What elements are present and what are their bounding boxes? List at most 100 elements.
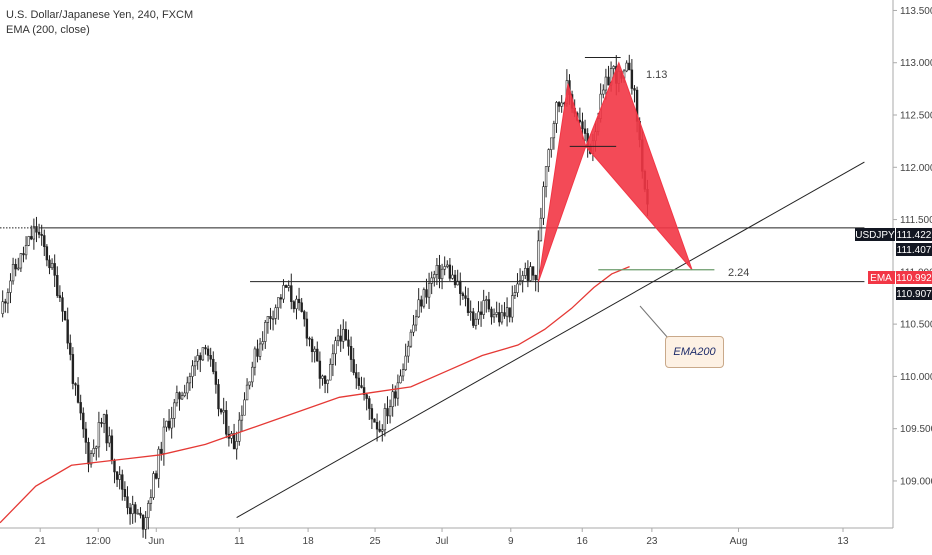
candle-body-34 — [89, 453, 93, 465]
candle-body-25 — [66, 319, 69, 344]
candle-body-15 — [40, 234, 43, 236]
candle-body-84 — [219, 408, 223, 413]
callout-pointer — [639, 305, 669, 339]
pattern-xab — [537, 83, 587, 282]
candle-body-117 — [305, 318, 309, 339]
price-tags: USDJPY 111.422 111.407 EMA 110.992 110.9… — [855, 228, 932, 300]
symbol-tag: USDJPY — [855, 228, 895, 241]
candle-body-140 — [365, 394, 368, 399]
ema-label-tag: EMA — [868, 271, 895, 284]
candle-body-126 — [329, 364, 332, 381]
candle-body-188 — [490, 308, 493, 318]
time-tick-label-0: 21 — [35, 536, 47, 547]
ema-label-tag-bg — [868, 271, 895, 284]
candle-body-115 — [300, 302, 303, 312]
candle-body-179 — [466, 298, 470, 313]
candle-body-94 — [245, 384, 249, 401]
ema200-callout[interactable]: EMA200 — [665, 336, 724, 368]
candle-body-195 — [508, 307, 511, 318]
candle-body-42 — [110, 435, 114, 461]
candle-body-49 — [128, 507, 132, 515]
candle-body-138 — [360, 385, 363, 388]
candle-body-107 — [279, 297, 283, 300]
candle-body-194 — [505, 307, 509, 317]
candle-body-167 — [435, 265, 439, 275]
pattern-bcd — [585, 61, 693, 271]
candle-body-100 — [261, 341, 264, 345]
time-tick-label-6: Jul — [436, 536, 449, 547]
candle-body-46 — [121, 474, 124, 490]
candle-body-232 — [604, 76, 608, 91]
candle-body-40 — [105, 414, 108, 444]
candle-body-44 — [115, 471, 119, 480]
symbol-tag-text: USDJPY — [855, 230, 895, 241]
candle-body-97 — [253, 348, 257, 368]
candle-body-37 — [97, 422, 101, 448]
candle-body-151 — [394, 391, 397, 399]
candle-body-52 — [136, 512, 140, 515]
candle-body-233 — [607, 76, 610, 86]
level-b-tag-bg — [896, 287, 932, 300]
candle-body-147 — [383, 408, 387, 431]
candle-body-155 — [404, 355, 407, 370]
price-tick-label-6: 110.500 — [900, 320, 932, 331]
price-tick-label-1: 113.000 — [900, 58, 932, 69]
candle-body-190 — [495, 312, 498, 315]
price-tick-label-7: 110.000 — [900, 372, 932, 383]
candle-body-58 — [152, 473, 155, 498]
time-tick-label-4: 18 — [303, 536, 315, 547]
candle-body-161 — [420, 299, 423, 307]
price-axis[interactable]: 113.500113.000112.500112.000111.500111.0… — [893, 6, 932, 487]
candle-body-122 — [318, 360, 322, 379]
price-tick-label-8: 109.500 — [900, 424, 932, 435]
candle-body-11 — [30, 236, 33, 240]
candle-body-222 — [578, 119, 582, 123]
candle-body-36 — [95, 446, 98, 449]
candle-body-9 — [24, 245, 28, 256]
candle-body-72 — [188, 376, 192, 384]
candle-body-224 — [583, 128, 587, 134]
candle-body-75 — [196, 355, 199, 362]
candle-body-202 — [526, 268, 530, 281]
candle-body-187 — [487, 299, 491, 310]
candle-body-112 — [292, 301, 296, 310]
candle-body-137 — [357, 377, 361, 386]
candle-body-93 — [243, 399, 246, 416]
candle-body-212 — [552, 123, 556, 139]
candle-body-173 — [451, 274, 454, 279]
candle-body-193 — [503, 312, 506, 317]
candle-body-157 — [409, 331, 413, 347]
candle-body-53 — [139, 512, 142, 516]
candle-body-205 — [534, 274, 537, 281]
candle-body-86 — [225, 410, 228, 435]
candle-body-77 — [201, 347, 205, 361]
candle-body-141 — [368, 398, 371, 409]
candle-body-48 — [126, 496, 129, 509]
candle-body-206 — [537, 240, 540, 281]
time-tick-label-7: 9 — [508, 536, 514, 547]
time-tick-label-5: 25 — [369, 536, 381, 547]
candle-body-159 — [414, 316, 418, 326]
candle-body-10 — [27, 236, 30, 246]
time-tick-label-11: 13 — [837, 536, 849, 547]
candle-body-74 — [193, 360, 197, 367]
candle-body-197 — [513, 292, 517, 296]
candle-body-210 — [547, 149, 550, 167]
time-axis[interactable]: 21 12:00 Jun 11 18 25 Jul 9 16 23 Aug 13 — [35, 528, 849, 547]
trendline — [236, 161, 865, 518]
candle-body-211 — [550, 137, 553, 150]
candle-body-22 — [58, 295, 62, 298]
candle-body-192 — [500, 312, 504, 323]
candle-body-209 — [544, 166, 548, 187]
ratio-top-label: 1.13 — [646, 69, 667, 81]
candle-body-90 — [235, 441, 238, 450]
price-tick-label-0: 113.500 — [900, 6, 932, 17]
candle-body-156 — [407, 345, 410, 357]
candle-body-111 — [290, 285, 293, 302]
level-b-tag: 110.907 — [896, 287, 932, 300]
candle-body-17 — [45, 246, 49, 261]
candle-body-38 — [100, 422, 103, 424]
candle-body-189 — [492, 314, 496, 318]
